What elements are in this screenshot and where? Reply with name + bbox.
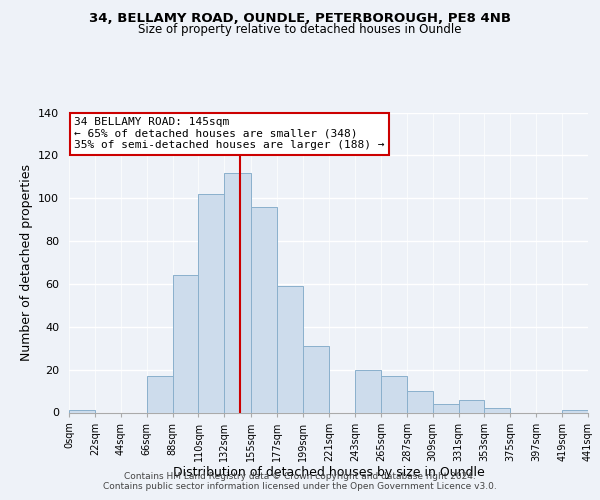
Text: Contains public sector information licensed under the Open Government Licence v3: Contains public sector information licen…	[103, 482, 497, 491]
Bar	[381, 376, 407, 412]
Bar	[146, 376, 173, 412]
Bar	[458, 400, 484, 412]
Bar	[484, 408, 511, 412]
Text: Contains HM Land Registry data © Crown copyright and database right 2024.: Contains HM Land Registry data © Crown c…	[124, 472, 476, 481]
Y-axis label: Number of detached properties: Number of detached properties	[20, 164, 32, 361]
Bar	[251, 207, 277, 412]
Text: 34, BELLAMY ROAD, OUNDLE, PETERBOROUGH, PE8 4NB: 34, BELLAMY ROAD, OUNDLE, PETERBOROUGH, …	[89, 12, 511, 26]
Bar	[562, 410, 588, 412]
Bar	[69, 410, 95, 412]
Bar	[173, 276, 199, 412]
Text: 34 BELLAMY ROAD: 145sqm
← 65% of detached houses are smaller (348)
35% of semi-d: 34 BELLAMY ROAD: 145sqm ← 65% of detache…	[74, 117, 385, 150]
Bar	[277, 286, 303, 412]
X-axis label: Distribution of detached houses by size in Oundle: Distribution of detached houses by size …	[173, 466, 484, 479]
Text: Size of property relative to detached houses in Oundle: Size of property relative to detached ho…	[138, 22, 462, 36]
Bar	[303, 346, 329, 412]
Bar	[407, 391, 433, 412]
Bar	[199, 194, 224, 412]
Bar	[355, 370, 381, 412]
Bar	[433, 404, 458, 412]
Bar	[224, 172, 251, 412]
